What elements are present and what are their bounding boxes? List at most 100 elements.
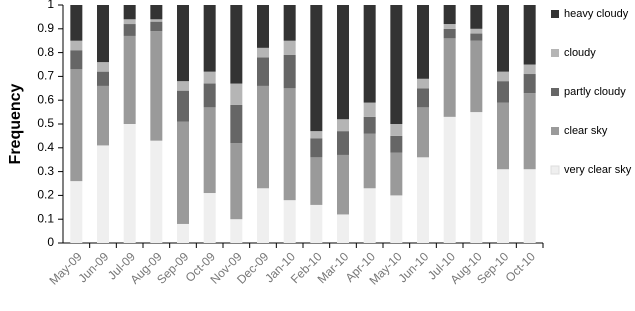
bar-segment xyxy=(97,71,109,86)
bar-segment xyxy=(497,71,509,82)
legend-swatch xyxy=(550,165,560,175)
bar-segment xyxy=(470,40,483,113)
bar-segment xyxy=(97,145,109,243)
bar-segment xyxy=(497,102,509,170)
bar-segment xyxy=(203,83,216,108)
bar-segment xyxy=(310,204,323,243)
bar-segment xyxy=(390,152,403,196)
bar-segment xyxy=(283,200,296,243)
bar-segment xyxy=(337,5,349,120)
bar-segment xyxy=(523,93,536,170)
y-tick-label: 0.3 xyxy=(37,164,54,178)
bar-segment xyxy=(417,5,429,79)
bar-segment xyxy=(150,19,163,22)
y-tick-label: 0.8 xyxy=(37,45,54,59)
bar-segment xyxy=(390,124,403,136)
bar-segment xyxy=(230,219,243,243)
bar-segment xyxy=(523,74,536,94)
bar-segment xyxy=(337,131,349,155)
bar-segment xyxy=(310,5,323,132)
y-tick-label: 0.7 xyxy=(37,69,54,83)
bar-segment xyxy=(470,5,483,29)
legend-swatch xyxy=(551,10,559,18)
bar-segment xyxy=(443,5,456,25)
bar-segment xyxy=(70,69,83,182)
y-tick-label: 1 xyxy=(47,0,54,11)
bar-segment xyxy=(443,38,456,117)
bar-segment xyxy=(363,5,376,103)
bar-segment xyxy=(523,169,536,243)
x-tick-label: May-09 xyxy=(47,249,85,287)
bar-segment xyxy=(443,24,456,29)
y-tick-label: 0 xyxy=(47,235,54,249)
bar-segment xyxy=(310,138,323,158)
bar-segment xyxy=(230,5,243,84)
bar-segment xyxy=(497,81,509,103)
legend-label: heavy cloudy xyxy=(564,8,629,20)
bar-segment xyxy=(310,157,323,205)
bar-segment xyxy=(417,157,429,243)
bar-segment xyxy=(257,188,269,243)
bar-segment xyxy=(177,121,189,224)
bar-segment xyxy=(230,143,243,220)
x-tick-label: Jun-09 xyxy=(76,249,112,285)
bar-segment xyxy=(497,169,509,243)
bar-segment xyxy=(97,85,109,146)
legend-swatch xyxy=(551,49,559,57)
bar-segment xyxy=(177,90,189,122)
bar-segment xyxy=(443,28,456,39)
bar-segment xyxy=(230,83,243,105)
bar-segment xyxy=(443,116,456,243)
bar-segment xyxy=(283,40,296,55)
bar-segment xyxy=(230,104,243,144)
bar-segment xyxy=(337,119,349,132)
bar-segment xyxy=(257,5,269,48)
bar-segment xyxy=(150,140,163,243)
bar-segment xyxy=(417,107,429,158)
bar-segment xyxy=(70,40,83,51)
legend-swatch xyxy=(551,127,559,135)
bar-segment xyxy=(497,5,509,72)
bar-segment xyxy=(470,33,483,41)
bar-segment xyxy=(363,102,376,117)
bar-segment xyxy=(123,19,136,25)
bar-segment xyxy=(470,112,483,243)
bar-segment xyxy=(363,116,376,134)
bar-segment xyxy=(310,131,323,139)
bar-segment xyxy=(97,62,109,72)
y-tick-label: 0.1 xyxy=(37,211,54,225)
bar-segment xyxy=(337,154,349,215)
legend-label: partly cloudy xyxy=(564,86,626,98)
bar-segment xyxy=(390,195,403,243)
bar-segment xyxy=(70,181,83,243)
bar-segment xyxy=(70,5,83,41)
bar-segment xyxy=(523,5,536,65)
bar-segment xyxy=(390,135,403,153)
bar-segment xyxy=(177,223,189,243)
bar-segment xyxy=(203,5,216,72)
x-tick-label: Oct-10 xyxy=(503,249,539,285)
y-tick-label: 0.4 xyxy=(37,140,54,154)
bar-segment xyxy=(177,5,189,82)
legend-label: very clear sky xyxy=(564,164,632,176)
bar-segment xyxy=(97,5,109,63)
bar-segment xyxy=(203,71,216,84)
bar-segment xyxy=(150,21,163,32)
bar-segment xyxy=(123,24,136,36)
bar-segment xyxy=(523,64,536,75)
bar-segment xyxy=(150,31,163,141)
bar-segment xyxy=(123,35,136,124)
bar-segment xyxy=(363,133,376,189)
y-tick-label: 0.6 xyxy=(37,92,54,106)
bar-segment xyxy=(150,5,163,20)
y-tick-label: 0.9 xyxy=(37,21,54,35)
y-tick-label: 0.2 xyxy=(37,188,54,202)
bar-segment xyxy=(417,78,429,89)
bar-segment xyxy=(417,88,429,108)
bar-segment xyxy=(257,57,269,86)
bar-segment xyxy=(203,107,216,194)
bar-segment xyxy=(337,214,349,243)
x-tick-label: Jun-10 xyxy=(396,249,432,285)
bar-segment xyxy=(123,5,136,20)
legend-swatch xyxy=(551,88,559,96)
